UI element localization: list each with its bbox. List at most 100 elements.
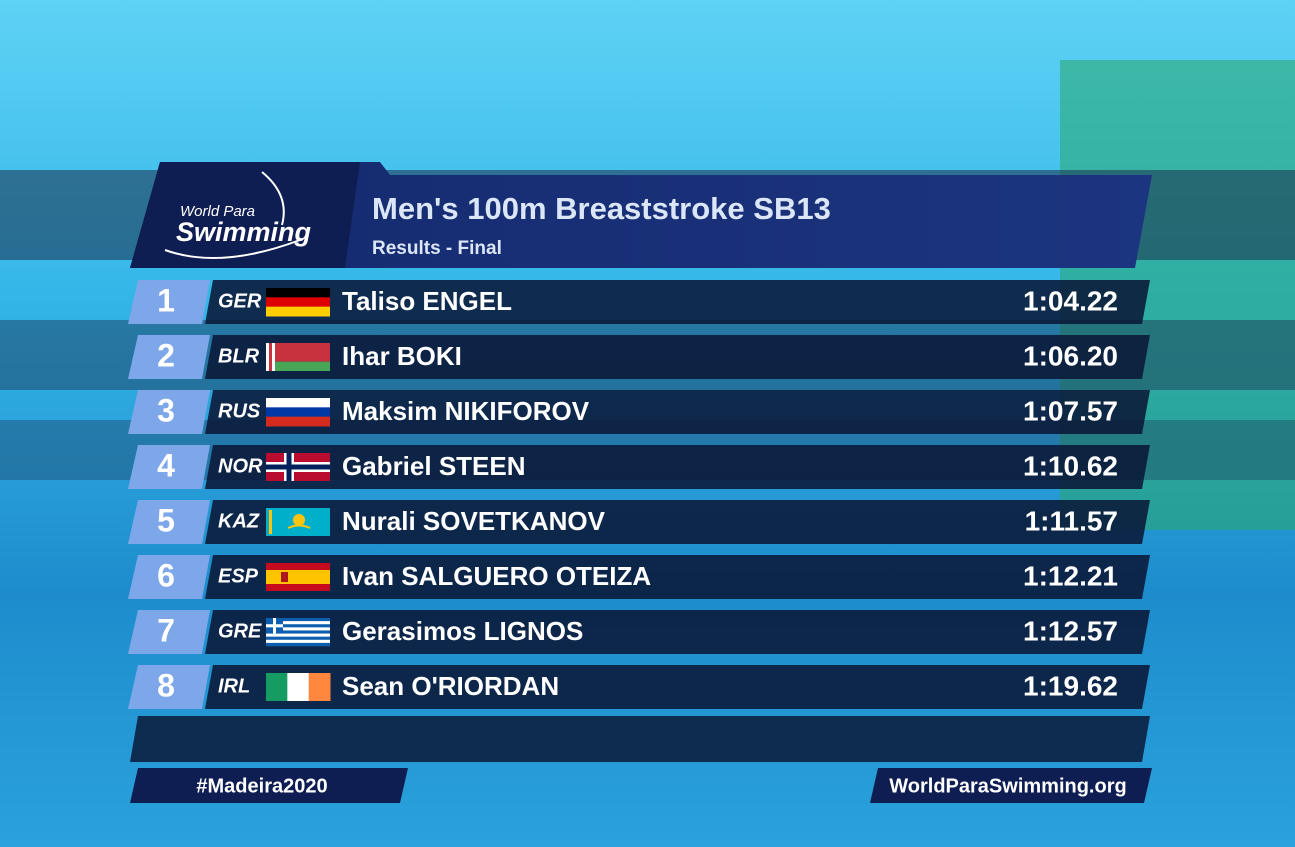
hashtag-panel bbox=[130, 768, 408, 803]
flag-sun bbox=[293, 514, 305, 526]
header-panel bbox=[130, 162, 1152, 268]
rank: 8 bbox=[157, 667, 175, 703]
row-bar bbox=[205, 390, 1150, 434]
flag-field bbox=[266, 343, 330, 362]
time: 1:12.21 bbox=[1023, 560, 1118, 591]
flag-stripe bbox=[266, 630, 330, 634]
flag-cross bbox=[266, 464, 330, 470]
header-subtitle: Results - Final bbox=[372, 238, 502, 259]
hashtag: #Madeira2020 bbox=[196, 775, 327, 797]
flag-stripe bbox=[266, 639, 330, 644]
row-bar bbox=[205, 665, 1150, 709]
logo-line1: World Para bbox=[180, 203, 255, 220]
flag-emblem bbox=[281, 572, 288, 582]
flag bbox=[266, 288, 330, 317]
time: 1:06.20 bbox=[1023, 340, 1118, 371]
country-code: ESP bbox=[218, 565, 259, 587]
flag-stripe bbox=[287, 673, 310, 701]
flag-stripe bbox=[266, 416, 330, 427]
athlete-name: Taliso ENGEL bbox=[342, 286, 512, 316]
result-row: 4 NOR Gabriel STEEN 1:10.62 bbox=[128, 445, 1150, 489]
header-title: Men's 100m Breaststroke SB13 bbox=[372, 191, 831, 226]
rank: 4 bbox=[157, 447, 175, 483]
row-bar bbox=[205, 555, 1150, 599]
country-code: BLR bbox=[218, 345, 260, 367]
flag-stripe bbox=[266, 306, 330, 317]
row-bar bbox=[205, 445, 1150, 489]
result-row: 2 BLR Ihar BOKI 1:06.20 bbox=[128, 335, 1150, 379]
rank-box bbox=[128, 390, 210, 434]
result-row: 1 GER Taliso ENGEL 1:04.22 bbox=[128, 280, 1150, 324]
flag-stripe bbox=[266, 288, 330, 298]
logo-swoosh bbox=[164, 239, 301, 259]
rank: 7 bbox=[157, 612, 175, 648]
row-bar bbox=[205, 610, 1150, 654]
website-panel bbox=[870, 768, 1152, 803]
flag-eagle bbox=[287, 524, 311, 529]
flag bbox=[266, 563, 330, 591]
time: 1:11.57 bbox=[1025, 505, 1118, 536]
flag-ornament bbox=[269, 343, 272, 371]
time: 1:19.62 bbox=[1023, 670, 1118, 701]
flag-stripe bbox=[266, 624, 330, 628]
rank: 1 bbox=[157, 282, 175, 318]
results-list: 1 GER Taliso ENGEL 1:04.22 2 BLR Ihar BOKI 1:06… bbox=[128, 280, 1150, 709]
flag-stripe bbox=[266, 673, 288, 701]
flag bbox=[266, 453, 330, 481]
rank-box bbox=[128, 445, 210, 489]
flag-ornament bbox=[269, 510, 272, 534]
time: 1:04.22 bbox=[1023, 285, 1118, 316]
rank: 6 bbox=[157, 557, 175, 593]
flag-stripe bbox=[266, 618, 330, 622]
athlete-name: Ivan SALGUERO OTEIZA bbox=[342, 561, 651, 591]
flag-stripe bbox=[308, 673, 331, 701]
row-bar bbox=[205, 280, 1150, 324]
flag bbox=[266, 618, 330, 647]
flag-cross bbox=[273, 618, 276, 634]
time: 1:12.57 bbox=[1023, 615, 1118, 646]
row-bar bbox=[205, 335, 1150, 379]
logo-swoosh bbox=[261, 171, 285, 226]
flag bbox=[266, 343, 330, 371]
rank-box bbox=[128, 555, 210, 599]
time: 1:07.57 bbox=[1023, 395, 1118, 426]
rank: 3 bbox=[157, 392, 175, 428]
rank: 5 bbox=[157, 502, 175, 538]
country-code: KAZ bbox=[218, 510, 260, 532]
logo-line2: Swimming bbox=[176, 217, 312, 247]
flag-stripe bbox=[266, 627, 330, 631]
rank-box bbox=[128, 335, 210, 379]
time: 1:10.62 bbox=[1023, 450, 1118, 481]
country-code: RUS bbox=[218, 400, 261, 422]
flag-stripe bbox=[266, 621, 330, 625]
rank-box bbox=[128, 665, 210, 709]
flag bbox=[266, 398, 330, 427]
result-row: 5 KAZ Nurali SOVETKANOV 1:11.57 bbox=[128, 500, 1150, 544]
flag-stripe bbox=[266, 636, 330, 641]
country-code: GRE bbox=[218, 620, 262, 642]
athlete-name: Nurali SOVETKANOV bbox=[342, 506, 606, 536]
athlete-name: Maksim NIKIFOROV bbox=[342, 396, 590, 426]
flag-stripe bbox=[266, 642, 330, 647]
flag-stripe bbox=[266, 398, 330, 408]
rank-box bbox=[128, 280, 210, 324]
flag-stripe bbox=[266, 407, 330, 418]
rank-box bbox=[128, 610, 210, 654]
country-code: GER bbox=[218, 290, 262, 312]
athlete-name: Gerasimos LIGNOS bbox=[342, 616, 583, 646]
rank-box bbox=[128, 500, 210, 544]
website: WorldParaSwimming.org bbox=[889, 775, 1126, 797]
empty-row bbox=[130, 716, 1150, 762]
flag-field bbox=[266, 361, 330, 371]
flag-stripe bbox=[266, 297, 330, 308]
country-code: NOR bbox=[218, 455, 263, 477]
athlete-name: Sean O'RIORDAN bbox=[342, 671, 559, 701]
country-code: IRL bbox=[218, 675, 250, 697]
flag bbox=[266, 508, 330, 536]
result-row: 7 GRE Gerasimos LIGNOS 1:12.57 bbox=[128, 610, 1150, 654]
logo-panel bbox=[130, 162, 360, 268]
flag-stripe bbox=[266, 633, 330, 637]
rank: 2 bbox=[157, 337, 175, 373]
